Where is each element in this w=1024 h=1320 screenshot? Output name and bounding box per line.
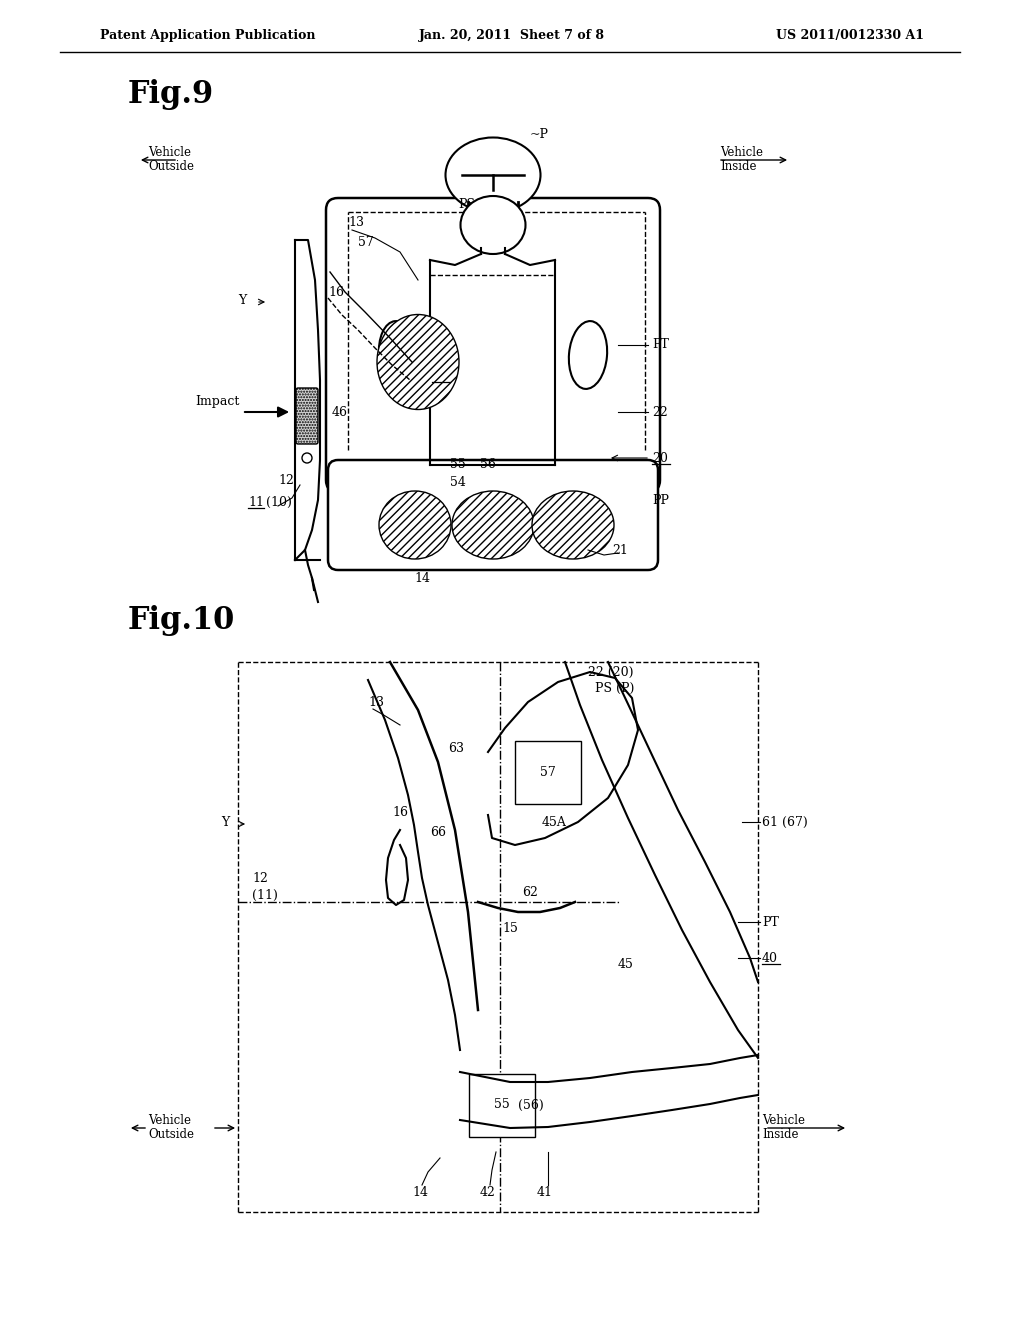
Text: PP: PP — [652, 494, 669, 507]
Text: 13: 13 — [368, 696, 384, 709]
Text: 12: 12 — [278, 474, 294, 487]
Text: Y: Y — [221, 816, 229, 829]
Text: Jan. 20, 2011  Sheet 7 of 8: Jan. 20, 2011 Sheet 7 of 8 — [419, 29, 605, 41]
Text: 12: 12 — [252, 871, 268, 884]
Text: Outside: Outside — [148, 1129, 194, 1142]
Text: 22 (20): 22 (20) — [588, 665, 634, 678]
Text: 20: 20 — [652, 451, 668, 465]
Text: 46: 46 — [332, 405, 348, 418]
Text: Patent Application Publication: Patent Application Publication — [100, 29, 315, 41]
Text: (10): (10) — [266, 495, 292, 508]
Text: Vehicle: Vehicle — [762, 1114, 805, 1126]
Text: ~P: ~P — [530, 128, 549, 141]
Ellipse shape — [452, 491, 534, 558]
Text: Vehicle: Vehicle — [148, 145, 191, 158]
Text: Y: Y — [238, 293, 246, 306]
FancyBboxPatch shape — [296, 388, 318, 444]
Text: US 2011/0012330 A1: US 2011/0012330 A1 — [776, 29, 924, 41]
Text: 45A: 45A — [542, 816, 567, 829]
Text: 56: 56 — [480, 458, 496, 471]
Ellipse shape — [379, 491, 451, 558]
FancyBboxPatch shape — [328, 459, 658, 570]
Text: Outside: Outside — [148, 161, 194, 173]
Text: Inside: Inside — [762, 1129, 799, 1142]
Text: PT: PT — [652, 338, 669, 351]
Ellipse shape — [445, 137, 541, 213]
Text: 16: 16 — [328, 285, 344, 298]
Ellipse shape — [461, 195, 525, 253]
Ellipse shape — [569, 321, 607, 389]
Text: Fig.10: Fig.10 — [128, 605, 236, 635]
Text: 57: 57 — [358, 235, 374, 248]
Ellipse shape — [379, 321, 417, 389]
Text: Fig.9: Fig.9 — [128, 79, 214, 111]
Circle shape — [302, 453, 312, 463]
Ellipse shape — [532, 491, 614, 558]
Text: PS: PS — [458, 198, 475, 211]
Text: 14: 14 — [414, 572, 430, 585]
Text: 40: 40 — [762, 952, 778, 965]
Ellipse shape — [377, 314, 459, 409]
Text: 54: 54 — [450, 475, 466, 488]
Text: 11: 11 — [248, 495, 264, 508]
Text: 14: 14 — [412, 1185, 428, 1199]
Text: 55: 55 — [450, 458, 466, 471]
Text: 61 (67): 61 (67) — [762, 816, 808, 829]
Text: 66: 66 — [430, 825, 446, 838]
Text: PT: PT — [762, 916, 779, 928]
Text: PS (P): PS (P) — [595, 681, 635, 694]
Text: (56): (56) — [518, 1098, 544, 1111]
Text: Impact: Impact — [195, 396, 240, 408]
FancyBboxPatch shape — [326, 198, 660, 492]
Text: 42: 42 — [480, 1185, 496, 1199]
Text: 21: 21 — [612, 544, 628, 557]
Text: 22: 22 — [652, 405, 668, 418]
Text: 41: 41 — [537, 1185, 553, 1199]
Text: 15: 15 — [502, 921, 518, 935]
Text: Vehicle: Vehicle — [148, 1114, 191, 1126]
Text: 62: 62 — [522, 886, 538, 899]
Text: 45: 45 — [432, 354, 447, 367]
Text: 57: 57 — [540, 766, 556, 779]
Text: 16: 16 — [392, 805, 408, 818]
Text: 63: 63 — [449, 742, 464, 755]
Text: Vehicle: Vehicle — [720, 145, 763, 158]
Text: Inside: Inside — [720, 161, 757, 173]
Text: (11): (11) — [252, 888, 278, 902]
Text: 55: 55 — [495, 1098, 510, 1111]
Text: 45A: 45A — [432, 338, 457, 351]
Text: 13: 13 — [348, 215, 364, 228]
Text: 45: 45 — [618, 958, 634, 972]
Text: 40: 40 — [432, 370, 449, 383]
